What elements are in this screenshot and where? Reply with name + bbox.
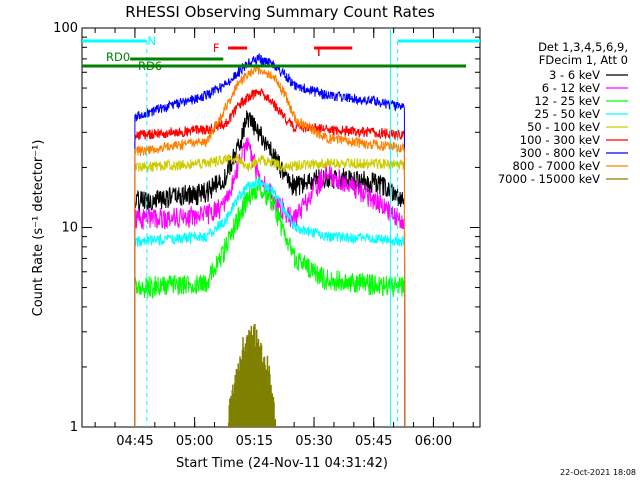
legend-entry-label: 6 - 12 keV [542, 81, 600, 95]
legend-header-line: FDecim 1, Att 0 [539, 53, 628, 67]
series-7000-15000-kev [227, 324, 276, 427]
chart-title: RHESSI Observing Summary Count Rates [125, 3, 435, 21]
legend-entry-label: 25 - 50 keV [534, 107, 600, 121]
series-line [134, 88, 406, 428]
series-100-300-kev [134, 88, 406, 428]
y-axis-label: Count Rate (s⁻¹ detector⁻¹) [31, 140, 46, 317]
annotation-layer: N F RD0 RD6 [82, 28, 480, 427]
series-800-7000-kev [134, 66, 406, 428]
x-tick-label: 05:00 [176, 434, 213, 449]
x-tick-label: 04:45 [116, 434, 153, 449]
series-line [134, 110, 406, 428]
series-line [134, 178, 406, 428]
legend-entry-label: 100 - 300 keV [520, 133, 600, 147]
legend-entry-label: 12 - 25 keV [534, 94, 600, 108]
x-tick-label: 05:30 [295, 434, 332, 449]
rd6-label: RD6 [138, 59, 162, 73]
legend-entry-label: 800 - 7000 keV [512, 159, 600, 173]
x-tick-label: 06:00 [415, 434, 452, 449]
legend: Det 1,3,4,5,6,9,FDecim 1, Att 03 - 6 keV… [498, 40, 628, 186]
legend-entry-label: 3 - 6 keV [549, 68, 600, 82]
series-line [134, 176, 406, 428]
night-label: N [147, 34, 156, 48]
legend-entry-label: 300 - 800 keV [520, 146, 600, 160]
series-50-100-kev [134, 154, 406, 428]
y-tick-label: 10 [61, 221, 78, 236]
series-line [134, 52, 406, 428]
y-axis-label-group: Count Rate (s⁻¹ detector⁻¹) [31, 140, 46, 317]
timestamp: 22-Oct-2021 18:08 [560, 468, 636, 477]
rd0-label: RD0 [106, 50, 130, 64]
series-25-50-kev [134, 178, 406, 428]
x-tick-label: 05:45 [355, 434, 392, 449]
x-tick-label: 05:15 [236, 434, 273, 449]
series-12-25-kev [134, 176, 406, 428]
axis-ticks: 04:45 05:00 05:15 05:30 05:45 06:00 1 10 100 [53, 21, 480, 449]
series-layer [134, 52, 406, 428]
y-tick-label: 100 [53, 21, 78, 36]
flare-label: F [213, 41, 220, 55]
legend-header-line: Det 1,3,4,5,6,9, [538, 40, 628, 54]
series-3-6-kev [134, 110, 406, 428]
x-axis-label: Start Time (24-Nov-11 04:31:42) [176, 456, 388, 471]
series-line [134, 66, 406, 428]
legend-entry-label: 50 - 100 keV [527, 120, 600, 134]
y-tick-label: 1 [70, 420, 78, 435]
legend-entry-label: 7000 - 15000 keV [498, 172, 600, 186]
series-line [134, 154, 406, 428]
series-300-800-kev [134, 52, 406, 428]
